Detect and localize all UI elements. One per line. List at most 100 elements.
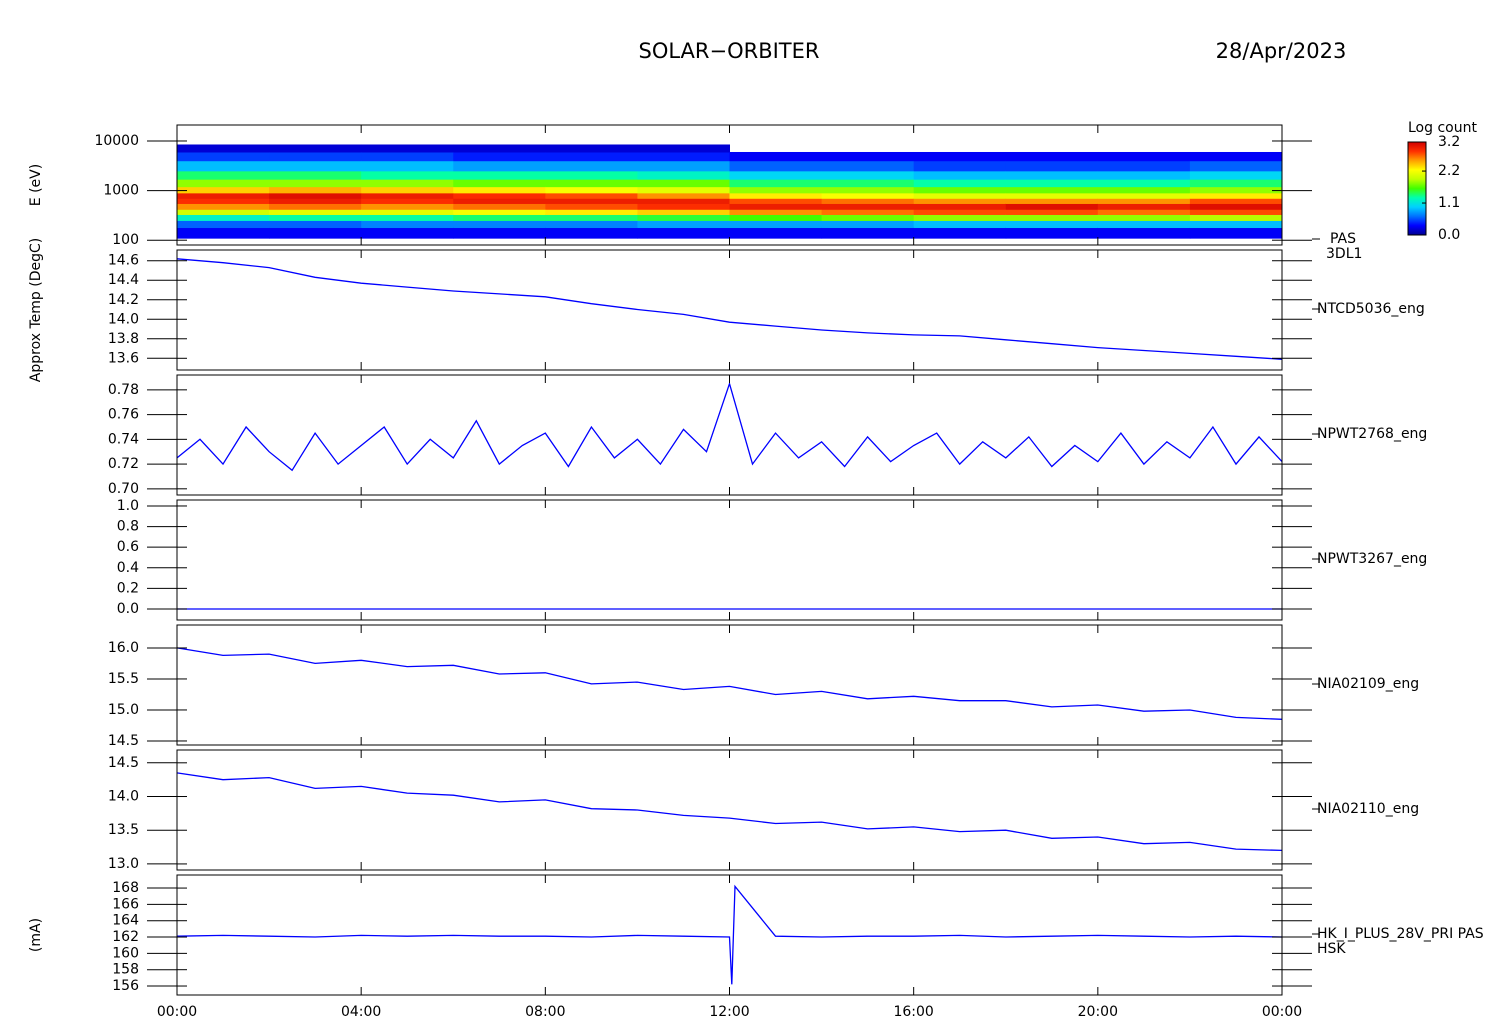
heat-cell <box>1005 186 1099 194</box>
heat-cell <box>1097 186 1191 194</box>
y-tick-label: 15.0 <box>108 702 139 718</box>
x-tick-label: 08:00 <box>525 1004 565 1020</box>
y-tick-label: 0.74 <box>108 431 139 447</box>
heat-cell <box>821 198 915 204</box>
heat-cell <box>545 170 638 180</box>
heat-cell <box>177 160 270 172</box>
heat-cell <box>1097 203 1191 210</box>
y-axis-label: (mA) <box>28 918 44 952</box>
heat-cell <box>1189 214 1283 221</box>
heat-cell <box>1097 160 1191 172</box>
heat-cell <box>1189 198 1283 204</box>
heat-cell <box>269 179 362 188</box>
heat-cell <box>1097 179 1191 188</box>
heat-cell <box>1189 192 1283 199</box>
chart-title: SOLAR−ORBITER <box>638 39 819 63</box>
colorbar-tick-label: 2.2 <box>1438 163 1460 179</box>
y-tick-label: 14.6 <box>108 253 139 269</box>
y-tick-label: 0.78 <box>108 382 139 398</box>
heat-cell <box>545 160 638 172</box>
heat-cell <box>637 220 730 229</box>
heat-cell <box>361 170 454 180</box>
y-tick-label: 10000 <box>94 133 139 149</box>
heat-cell <box>545 198 638 204</box>
panel-label: NPWT3267_eng <box>1317 551 1427 567</box>
colorbar-label: Log count <box>1408 120 1477 136</box>
heat-cell <box>545 192 638 199</box>
heat-cell <box>453 214 546 221</box>
y-tick-label: 162 <box>112 929 139 945</box>
heat-cell <box>361 160 454 172</box>
x-tick-label: 20:00 <box>1078 1004 1118 1020</box>
heat-cell <box>729 186 823 194</box>
heat-cell <box>269 186 362 194</box>
heat-cell <box>637 192 730 199</box>
heat-cell <box>821 186 915 194</box>
heat-cell <box>637 160 730 172</box>
heat-cell <box>453 170 546 180</box>
heat-cell <box>637 214 730 221</box>
heat-cell <box>821 151 915 162</box>
y-tick-label: 100 <box>112 232 139 248</box>
heat-cell <box>177 220 270 229</box>
panel-frame <box>176 374 1283 496</box>
heat-cell <box>637 186 730 194</box>
heat-cell <box>821 179 915 188</box>
heat-cell <box>637 170 730 180</box>
heat-cell <box>1189 220 1283 229</box>
heat-cell <box>913 209 1007 215</box>
heat-cell <box>361 179 454 188</box>
heat-cell <box>1189 170 1283 180</box>
heat-cell <box>1005 192 1099 199</box>
heat-cell <box>453 151 546 162</box>
y-tick-label: 1.0 <box>117 498 139 514</box>
heat-cell <box>821 220 915 229</box>
panel-frame <box>176 499 1283 621</box>
heat-cell <box>1005 151 1099 162</box>
heat-cell <box>177 170 270 180</box>
heat-cell <box>729 198 823 204</box>
y-tick-label: 166 <box>112 896 139 912</box>
heat-cell <box>269 144 362 153</box>
heat-cell <box>453 192 546 199</box>
y-tick-label: 14.5 <box>108 733 139 749</box>
heat-cell <box>821 192 915 199</box>
heat-cell <box>821 160 915 172</box>
colorbar-tick-label: 0.0 <box>1438 227 1460 243</box>
y-tick-label: 160 <box>112 945 139 961</box>
heat-cell <box>729 192 823 199</box>
heat-cell <box>545 203 638 210</box>
heat-cell <box>361 151 454 162</box>
heat-cell <box>913 160 1007 172</box>
heat-cell <box>1189 209 1283 215</box>
heat-cell <box>1189 227 1283 239</box>
heat-cell <box>1097 214 1191 221</box>
heat-cell <box>177 151 270 162</box>
heat-cell <box>545 220 638 229</box>
panel-label: NIA02110_eng <box>1317 801 1419 817</box>
heat-cell <box>913 203 1007 210</box>
heat-cell <box>453 198 546 204</box>
heat-cell <box>361 214 454 221</box>
panel-label: NIA02109_eng <box>1317 676 1419 692</box>
panel-label: NTCD5036_eng <box>1317 301 1425 317</box>
heat-cell <box>1097 198 1191 204</box>
heat-cell <box>361 198 454 204</box>
heat-cell <box>729 160 823 172</box>
data-line <box>176 258 1283 360</box>
heat-cell <box>177 186 270 194</box>
heat-cell <box>637 227 730 239</box>
heat-cell <box>637 209 730 215</box>
heat-cell <box>453 179 546 188</box>
heat-cell <box>269 160 362 172</box>
heat-cell <box>729 179 823 188</box>
y-tick-label: 13.8 <box>108 331 139 347</box>
heat-cell <box>177 144 270 153</box>
panel-frame <box>176 874 1283 996</box>
heat-cell <box>913 192 1007 199</box>
heat-cell <box>729 203 823 210</box>
heat-cell <box>177 198 270 204</box>
y-tick-label: 13.5 <box>108 822 139 838</box>
heat-cell <box>913 198 1007 204</box>
heat-cell <box>729 220 823 229</box>
